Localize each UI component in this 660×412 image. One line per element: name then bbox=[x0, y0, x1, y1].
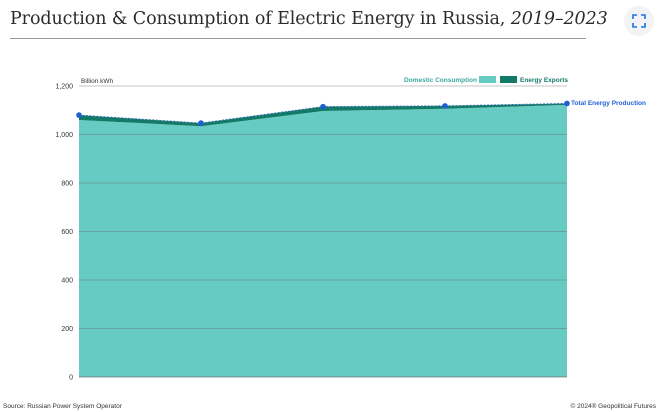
title-divider bbox=[10, 38, 586, 39]
y-tick-label: 600 bbox=[61, 229, 73, 236]
y-tick-label: 400 bbox=[61, 278, 73, 285]
chart-title-main: Production & Consumption of Electric Ene… bbox=[10, 9, 506, 29]
y-tick-label: 1,200 bbox=[55, 84, 73, 91]
y-tick-label: 800 bbox=[61, 181, 73, 188]
total-production-point bbox=[198, 120, 204, 126]
chart-title: Production & Consumption of Electric Ene… bbox=[10, 9, 608, 29]
y-tick-label: 1,000 bbox=[55, 132, 73, 139]
legend-exports-label: Energy Exports bbox=[520, 77, 568, 84]
total-production-point bbox=[442, 103, 448, 109]
source-note: Source: Russian Power System Operator bbox=[3, 403, 122, 410]
domestic-consumption-area bbox=[79, 104, 567, 377]
expand-image-button[interactable] bbox=[624, 6, 654, 36]
total-production-label: Total Energy Production bbox=[571, 100, 646, 107]
legend-exports-swatch bbox=[500, 76, 517, 83]
y-axis-label: Billion kWh bbox=[81, 78, 114, 85]
chart-title-years: 2019–2023 bbox=[510, 9, 608, 29]
y-tick-label: 200 bbox=[61, 326, 73, 333]
legend-domestic-label: Domestic Consumption bbox=[404, 77, 477, 84]
total-production-point bbox=[320, 103, 326, 110]
legend-domestic-swatch bbox=[479, 76, 496, 83]
y-tick-label: 0 bbox=[69, 375, 73, 382]
total-production-point bbox=[564, 100, 570, 107]
copyright-note: © 2024® Geopolitical Futures bbox=[570, 403, 656, 410]
expand-icon bbox=[632, 14, 646, 28]
total-production-point bbox=[76, 112, 82, 118]
